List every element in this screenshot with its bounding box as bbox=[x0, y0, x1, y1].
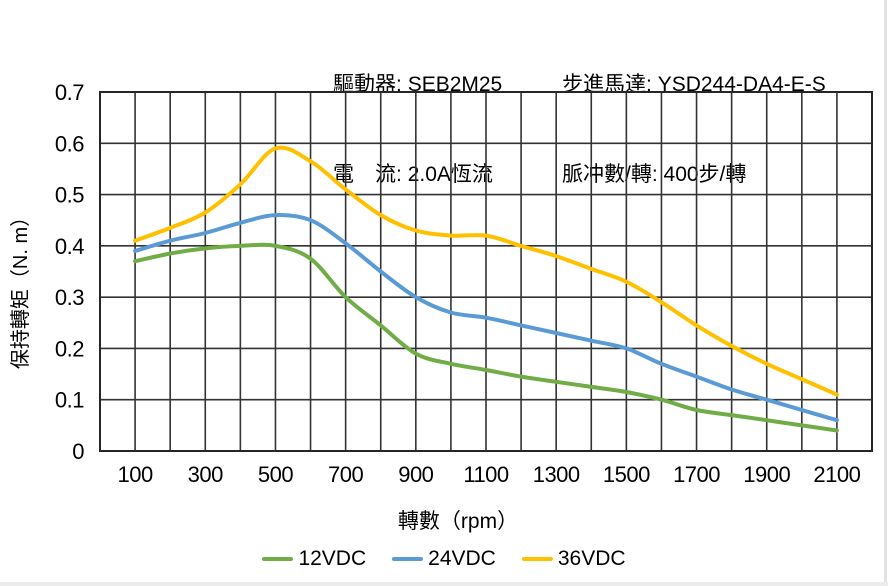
legend-label-12vdc: 12VDC bbox=[298, 547, 367, 570]
x-axis-tick-label: 900 bbox=[398, 462, 433, 487]
series-line-24vdc bbox=[133, 213, 839, 423]
series-line-36vdc bbox=[133, 145, 839, 397]
series-line-12vdc bbox=[133, 242, 839, 433]
y-axis-tick-label: 0.1 bbox=[55, 388, 84, 413]
x-axis-tick-label: 500 bbox=[258, 462, 293, 487]
y-axis-tick-label: 0.7 bbox=[55, 80, 84, 105]
pulses-value: 400步/轉 bbox=[663, 163, 747, 186]
y-axis-tick-label: 0.6 bbox=[55, 131, 84, 156]
window-edge-right bbox=[884, 0, 887, 586]
x-axis-tick-label: 1500 bbox=[603, 462, 650, 487]
header-left-column: 驅動器: SEB2M25 電 流: 2.0A恆流 bbox=[333, 10, 502, 250]
legend-item-24vdc: 24VDC bbox=[392, 547, 496, 571]
driver-label: 驅動器: bbox=[333, 73, 402, 96]
x-axis-tick-label: 2100 bbox=[813, 462, 860, 487]
x-axis-title: 轉數（rpm） bbox=[398, 510, 518, 533]
window-edge-bottom bbox=[0, 582, 888, 586]
legend-item-12vdc: 12VDC bbox=[262, 547, 366, 571]
x-axis-tick-label: 1100 bbox=[463, 462, 509, 487]
motor-spec-line: 步進馬達: YSD244-DA4-E-S bbox=[562, 70, 826, 100]
y-axis-title: 保持轉矩（N. m） bbox=[9, 207, 32, 369]
legend-line-swatch-24vdc bbox=[392, 557, 424, 561]
y-axis-tick-label: 0 bbox=[72, 439, 84, 464]
x-axis-tick-label: 1300 bbox=[533, 462, 580, 487]
y-axis-tick-label: 0.5 bbox=[55, 183, 84, 208]
y-axis-tick-label: 0.3 bbox=[55, 285, 84, 310]
pulses-label: 脈冲數/轉: bbox=[562, 163, 658, 186]
x-axis-tick-label: 1700 bbox=[673, 462, 720, 487]
x-axis-tick-label: 1900 bbox=[743, 462, 790, 487]
chart-legend: 12VDC 24VDC 36VDC bbox=[0, 544, 888, 574]
legend-line-swatch-36vdc bbox=[521, 557, 553, 561]
x-axis-tick-label: 700 bbox=[328, 462, 363, 487]
legend-line-swatch-12vdc bbox=[262, 557, 294, 561]
motor-label: 步進馬達: bbox=[562, 73, 652, 96]
header-right-column: 步進馬達: YSD244-DA4-E-S 脈冲數/轉: 400步/轉 bbox=[562, 10, 826, 250]
y-axis-tick-label: 0.2 bbox=[55, 336, 84, 361]
x-axis-tick-label: 100 bbox=[117, 462, 152, 487]
y-axis-tick-label: 0.4 bbox=[55, 234, 84, 259]
legend-item-36vdc: 36VDC bbox=[521, 547, 626, 571]
driver-spec-line: 驅動器: SEB2M25 bbox=[333, 70, 502, 100]
x-axis-tick-label: 300 bbox=[188, 462, 223, 487]
pulses-spec-line: 脈冲數/轉: 400步/轉 bbox=[562, 160, 826, 190]
plot-border bbox=[99, 91, 873, 452]
current-label: 電 流: bbox=[333, 163, 402, 186]
motor-value: YSD244-DA4-E-S bbox=[657, 73, 826, 96]
driver-value: SEB2M25 bbox=[407, 73, 503, 96]
legend-label-36vdc: 36VDC bbox=[557, 547, 626, 570]
legend-label-24vdc: 24VDC bbox=[428, 547, 496, 570]
